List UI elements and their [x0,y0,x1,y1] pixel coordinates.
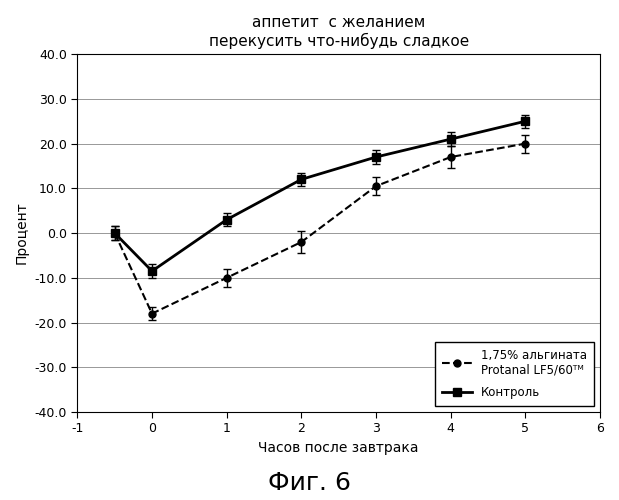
Legend: 1,75% альгината
Protanal LF5/60ᵀᴹ, Контроль: 1,75% альгината Protanal LF5/60ᵀᴹ, Контр… [435,342,594,406]
Y-axis label: Процент: Процент [15,202,29,264]
X-axis label: Часов после завтрака: Часов после завтрака [259,441,419,455]
Title: аппетит  с желанием
перекусить что-нибудь сладкое: аппетит с желанием перекусить что-нибудь… [209,15,469,49]
Text: Фиг. 6: Фиг. 6 [268,471,351,495]
